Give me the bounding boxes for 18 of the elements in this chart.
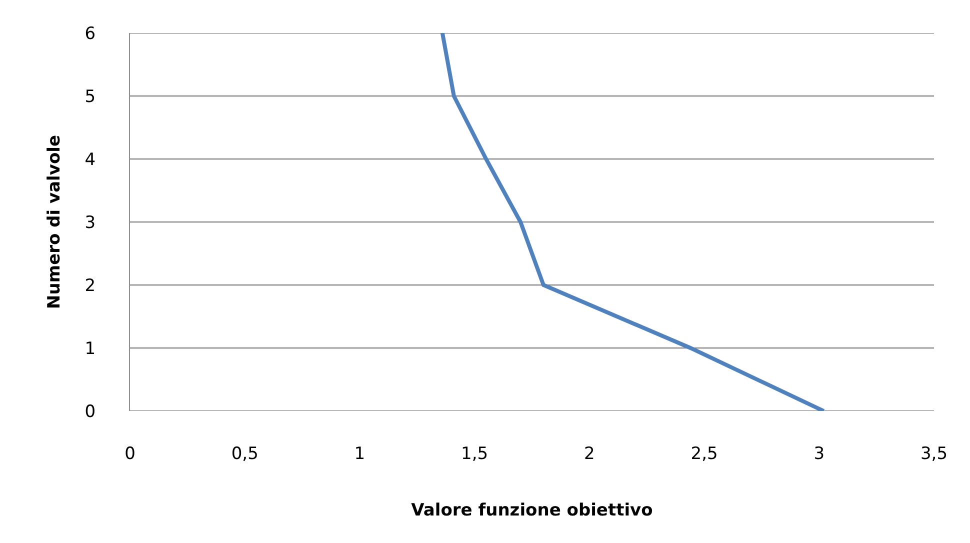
x-tick-label: 2,5 (690, 444, 718, 464)
x-tick-label: 1 (354, 444, 366, 464)
x-tick-label: 3 (814, 444, 825, 464)
y-tick-label: 3 (84, 212, 96, 233)
y-tick-label: 1 (84, 338, 96, 359)
y-axis-title: Numero di valvole (44, 135, 64, 309)
x-tick-label: 0,5 (231, 444, 258, 464)
y-tick-label: 5 (84, 86, 96, 107)
y-tick-label: 4 (84, 150, 96, 170)
y-tick-label: 6 (84, 24, 96, 44)
y-tick-label: 2 (84, 276, 96, 296)
line-series (440, 33, 826, 411)
x-tick-label: 3,5 (920, 444, 948, 464)
y-tick-label: 0 (84, 402, 96, 422)
x-axis-title: Valore funzione obiettivo (411, 500, 653, 520)
x-tick-label: 1,5 (461, 444, 488, 464)
x-tick-label: 0 (124, 444, 136, 464)
x-tick-label: 2 (584, 444, 595, 464)
